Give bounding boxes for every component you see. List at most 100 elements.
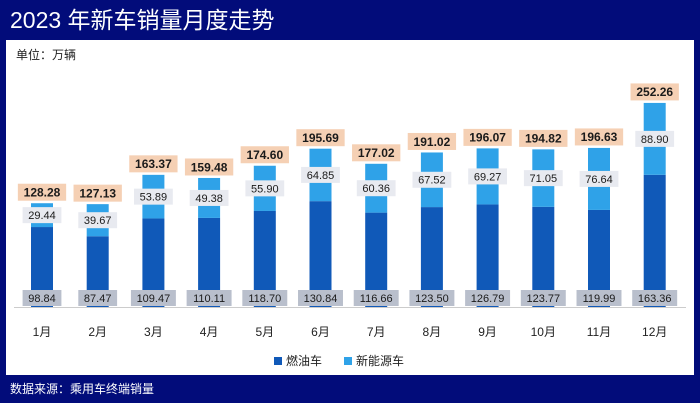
label-nev-3-bg xyxy=(134,188,173,205)
label-nev-6-text: 64.85 xyxy=(307,170,335,182)
x-tick-7: 7月 xyxy=(367,325,386,339)
label-fuel-8-text: 123.50 xyxy=(415,293,449,305)
label-total-9-text: 196.07 xyxy=(469,131,506,145)
label-fuel-10-bg xyxy=(520,290,566,306)
label-total-5-text: 174.60 xyxy=(246,148,283,162)
label-nev-4-text: 49.38 xyxy=(195,193,223,205)
label-total-4: 159.48 xyxy=(184,158,234,176)
label-total-6-text: 195.69 xyxy=(302,131,339,145)
label-fuel-4: 110.11 xyxy=(186,290,232,306)
label-fuel-9: 126.79 xyxy=(465,290,511,306)
label-total-12-text: 252.26 xyxy=(636,85,673,99)
label-total-7: 177.02 xyxy=(352,144,401,162)
label-nev-9-text: 69.27 xyxy=(474,171,502,183)
label-nev-10-bg xyxy=(523,170,563,187)
label-fuel-12-bg xyxy=(632,290,678,306)
label-fuel-3-bg xyxy=(130,290,176,306)
bar-fuel-8 xyxy=(420,207,443,307)
label-total-5: 174.60 xyxy=(240,146,289,164)
label-fuel-2-bg xyxy=(78,290,118,306)
x-tick-12: 12月 xyxy=(642,325,667,339)
x-tick-4: 4月 xyxy=(200,325,219,339)
x-tick-5: 5月 xyxy=(255,325,274,339)
label-total-1-text: 128.28 xyxy=(24,186,61,200)
bar-fuel-9 xyxy=(476,204,499,307)
label-nev-9: 69.27 xyxy=(468,168,507,185)
label-nev-6: 64.85 xyxy=(301,166,340,183)
data-source: 数据来源：乘用车终端销量 xyxy=(10,382,155,396)
label-total-4-text: 159.48 xyxy=(191,160,228,174)
label-nev-7: 60.36 xyxy=(356,180,396,197)
x-tick-10: 10月 xyxy=(531,325,556,339)
label-nev-2-text: 39.67 xyxy=(84,215,112,227)
label-fuel-1: 98.84 xyxy=(22,290,62,306)
legend-swatch-2 xyxy=(344,357,352,365)
label-fuel-8-bg xyxy=(409,290,455,306)
label-fuel-6: 130.84 xyxy=(298,290,343,306)
label-total-10-bg xyxy=(519,129,568,147)
label-total-12-bg xyxy=(630,83,679,101)
label-nev-11-bg xyxy=(579,170,619,187)
label-total-8-text: 191.02 xyxy=(414,135,451,149)
label-total-11: 196.63 xyxy=(574,128,624,146)
label-fuel-1-bg xyxy=(22,290,62,306)
legend-label-1: 燃油车 xyxy=(286,353,322,368)
label-fuel-4-text: 110.11 xyxy=(193,293,225,305)
label-fuel-10-text: 123.77 xyxy=(526,293,560,305)
label-total-9: 196.07 xyxy=(463,128,512,146)
legend-swatch-1 xyxy=(274,357,282,365)
label-total-12: 252.26 xyxy=(630,83,679,101)
x-tick-11: 11月 xyxy=(587,325,611,339)
label-nev-10-text: 71.05 xyxy=(530,173,558,185)
label-fuel-10: 123.77 xyxy=(520,290,566,306)
label-fuel-6-bg xyxy=(298,290,343,306)
label-fuel-6-text: 130.84 xyxy=(304,293,338,305)
label-total-2-text: 127.13 xyxy=(79,186,116,200)
label-total-8: 191.02 xyxy=(407,132,457,150)
label-total-1: 128.28 xyxy=(17,183,67,201)
label-fuel-5-bg xyxy=(242,290,288,306)
label-total-3-text: 163.37 xyxy=(135,157,172,171)
label-total-2: 127.13 xyxy=(73,184,122,202)
label-total-6: 195.69 xyxy=(296,129,345,147)
label-total-2-bg xyxy=(73,184,122,202)
label-total-5-bg xyxy=(240,146,289,164)
bar-fuel-5 xyxy=(253,210,276,307)
label-nev-4-bg xyxy=(189,189,229,206)
label-total-1-bg xyxy=(17,183,67,201)
x-tick-1: 1月 xyxy=(33,325,52,339)
label-nev-8-text: 67.52 xyxy=(418,175,446,187)
label-fuel-8: 123.50 xyxy=(409,290,455,306)
label-total-4-bg xyxy=(184,158,234,176)
label-nev-3: 53.89 xyxy=(134,188,173,205)
bar-fuel-7 xyxy=(365,212,388,307)
label-nev-1: 29.44 xyxy=(22,207,62,224)
label-fuel-5: 118.70 xyxy=(242,290,288,306)
x-tick-3: 3月 xyxy=(144,325,163,339)
label-total-10: 194.82 xyxy=(519,129,568,147)
label-fuel-7-bg xyxy=(353,290,399,306)
label-fuel-3-text: 109.47 xyxy=(137,293,171,305)
label-total-6-bg xyxy=(296,129,345,147)
label-total-7-bg xyxy=(352,144,401,162)
label-fuel-9-text: 126.79 xyxy=(471,293,505,305)
label-nev-2-bg xyxy=(78,212,118,229)
label-nev-9-bg xyxy=(468,168,507,185)
label-nev-5: 55.90 xyxy=(245,180,285,197)
label-fuel-11: 119.99 xyxy=(576,290,622,306)
bar-fuel-10 xyxy=(532,206,555,307)
label-nev-2: 39.67 xyxy=(78,212,118,229)
label-nev-4: 49.38 xyxy=(189,189,229,206)
label-nev-7-text: 60.36 xyxy=(362,183,390,195)
label-nev-12: 88.90 xyxy=(635,130,675,147)
label-nev-12-bg xyxy=(635,130,675,147)
chart-panel: 单位：万辆 98.84 29.44 128.28 1月 87.47 39.67 127.13… xyxy=(6,40,694,375)
label-fuel-2-text: 87.47 xyxy=(84,293,112,305)
label-fuel-12: 163.36 xyxy=(632,290,678,306)
label-fuel-9-bg xyxy=(465,290,511,306)
chart-svg: 98.84 29.44 128.28 1月 87.47 39.67 127.13 2月 109.… xyxy=(14,83,686,368)
label-nev-10: 71.05 xyxy=(523,170,563,187)
label-total-8-bg xyxy=(407,132,457,150)
label-total-3-bg xyxy=(129,155,178,173)
label-fuel-5-text: 118.70 xyxy=(248,293,281,305)
